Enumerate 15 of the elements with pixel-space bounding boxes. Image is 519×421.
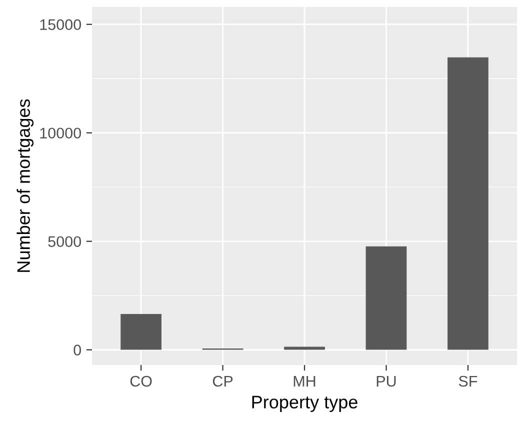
- bar: [448, 57, 488, 350]
- x-axis-title: Property type: [252, 396, 358, 412]
- x-tick-label: MH: [294, 376, 316, 386]
- y-axis-title: Number of mortgages: [16, 99, 34, 272]
- x-tick-label: CP: [212, 376, 233, 387]
- bar: [366, 246, 407, 350]
- bar: [284, 346, 325, 350]
- y-tick-label: 0: [74, 344, 81, 356]
- y-tick-label: 5000: [48, 236, 81, 248]
- x-tick-label: CO: [130, 376, 152, 387]
- y-tick-label: 10000: [40, 128, 81, 139]
- y-tick-label: 15000: [40, 19, 81, 30]
- x-tick-label: SF: [458, 376, 478, 387]
- x-tick-label: PU: [376, 376, 396, 387]
- bar: [120, 314, 162, 350]
